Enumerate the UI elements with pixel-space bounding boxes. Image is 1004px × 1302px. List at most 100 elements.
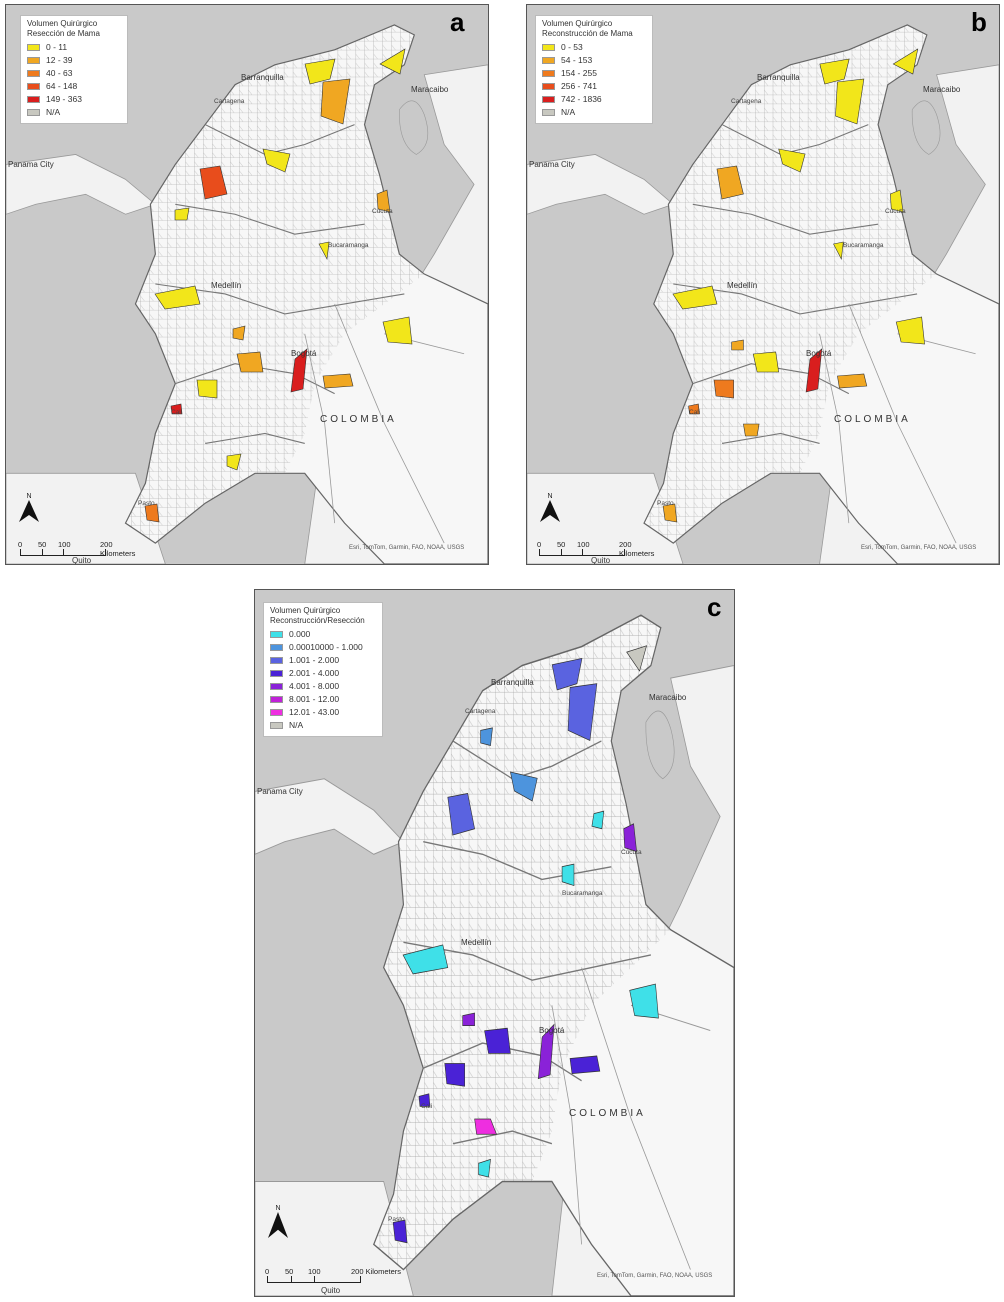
legend-item: 54 - 153 bbox=[542, 54, 646, 67]
label-bucaramanga: Bucaramanga bbox=[843, 242, 884, 249]
map-panel-b: Volumen Quirúrgico Reconstrucción de Mam… bbox=[526, 4, 1000, 565]
legend-label: 154 - 255 bbox=[561, 68, 597, 78]
legend-swatch bbox=[542, 44, 555, 51]
legend-label: 0 - 11 bbox=[46, 42, 68, 52]
label-quito: Quito bbox=[72, 556, 92, 565]
north-arrow-icon bbox=[19, 500, 39, 522]
legend-item: 154 - 255 bbox=[542, 67, 646, 80]
label-pasto: Pasto bbox=[388, 1216, 405, 1223]
label-barranquilla: Barranquilla bbox=[491, 678, 534, 687]
label-maracaibo: Maracaibo bbox=[923, 85, 961, 94]
label-bogota: Bogotá bbox=[291, 349, 317, 358]
legend: Volumen Quirúrgico Reconstrucción/Resecc… bbox=[263, 602, 383, 737]
label-maracaibo: Maracaibo bbox=[649, 693, 687, 702]
legend-swatch bbox=[270, 709, 283, 716]
legend-label: N/A bbox=[46, 107, 61, 117]
label-cartagena: Cartagena bbox=[214, 98, 245, 105]
label-bogota: Bogotá bbox=[806, 349, 832, 358]
legend-rows: 0 - 53 54 - 153 154 - 255 256 - 741 742 - 18… bbox=[542, 41, 646, 119]
legend-label: 0.00010000 - 1.000 bbox=[289, 642, 363, 652]
legend-label: 256 - 741 bbox=[561, 81, 597, 91]
scale-tick-200: 200 Kilometers bbox=[619, 540, 655, 558]
panel-letter: c bbox=[707, 592, 722, 622]
scale-tick-0: 0 bbox=[18, 540, 23, 549]
scale-tick-50: 50 bbox=[38, 540, 47, 549]
legend-label: N/A bbox=[289, 720, 304, 730]
legend-item: 742 - 1836 bbox=[542, 93, 646, 106]
legend-rows: 0.000 0.00010000 - 1.000 1.001 - 2.000 2.00… bbox=[270, 628, 376, 732]
legend-label: 149 - 363 bbox=[46, 94, 82, 104]
scale-bar-line bbox=[267, 1276, 361, 1283]
legend-label: 2.001 - 4.000 bbox=[289, 668, 340, 678]
legend-swatch bbox=[270, 722, 283, 729]
label-cucuta: Cúcuta bbox=[885, 208, 906, 215]
label-cartagena: Cartagena bbox=[731, 98, 762, 105]
legend-rows: 0 - 11 12 - 39 40 - 63 64 - 148 149 - 363 N/A bbox=[27, 41, 121, 119]
attribution: Esri, TomTom, Garmin, FAO, NOAA, USGS bbox=[349, 545, 465, 551]
scale-tick-200: 200 Kilometers bbox=[100, 540, 136, 558]
legend-label: 40 - 63 bbox=[46, 68, 73, 78]
panel-letter: b bbox=[971, 7, 987, 37]
legend-swatch bbox=[542, 109, 555, 116]
legend-item: 256 - 741 bbox=[542, 80, 646, 93]
label-panama-city: Panama City bbox=[8, 160, 54, 169]
scale-tick-0: 0 bbox=[265, 1267, 270, 1276]
legend-swatch bbox=[542, 57, 555, 64]
legend-label: 4.001 - 8.000 bbox=[289, 681, 340, 691]
label-bucaramanga: Bucaramanga bbox=[328, 242, 369, 249]
north-arrow-icon bbox=[268, 1212, 288, 1238]
scale-labels: 0 50 100 200 Kilometers bbox=[537, 540, 669, 558]
label-country: COLOMBIA bbox=[320, 414, 397, 425]
legend-swatch bbox=[27, 109, 40, 116]
scale-bar-line bbox=[539, 549, 625, 556]
legend-swatch bbox=[270, 631, 283, 638]
label-bogota: Bogotá bbox=[539, 1026, 565, 1035]
north-arrow: N bbox=[539, 493, 561, 524]
legend-item: 1.001 - 2.000 bbox=[270, 654, 376, 667]
label-medellin: Medellín bbox=[727, 281, 758, 290]
legend-subtitle: Reconstrucción de Mama bbox=[542, 29, 633, 38]
label-cucuta: Cúcuta bbox=[372, 208, 393, 215]
legend-title: Volumen Quirúrgico bbox=[542, 19, 613, 28]
legend-swatch bbox=[542, 96, 555, 103]
label-country: COLOMBIA bbox=[834, 414, 911, 425]
legend-item: 12.01 - 43.00 bbox=[270, 706, 376, 719]
legend-swatch bbox=[270, 657, 283, 664]
legend-item: 64 - 148 bbox=[27, 80, 121, 93]
legend-subtitle: Resección de Mama bbox=[27, 29, 100, 38]
scale-bar-line bbox=[20, 549, 106, 556]
map-panel-a: Volumen Quirúrgico Resección de Mama 0 -… bbox=[5, 4, 489, 565]
scale-bar: 0 50 100 200 Kilometers bbox=[537, 540, 669, 558]
label-barranquilla: Barranquilla bbox=[757, 73, 800, 82]
label-cali: Cali bbox=[171, 409, 183, 416]
scale-tick-0: 0 bbox=[537, 540, 542, 549]
label-cali: Cali bbox=[689, 409, 701, 416]
label-medellin: Medellín bbox=[211, 281, 242, 290]
label-pasto: Pasto bbox=[138, 500, 155, 507]
legend-item: 0.00010000 - 1.000 bbox=[270, 641, 376, 654]
legend-title: Volumen Quirúrgico bbox=[270, 606, 341, 615]
attribution: Esri, TomTom, Garmin, FAO, NOAA, USGS bbox=[861, 545, 977, 551]
scale-tick-50: 50 bbox=[285, 1267, 294, 1276]
attribution: Esri, TomTom, Garmin, FAO, NOAA, USGS bbox=[597, 1273, 713, 1279]
legend-swatch bbox=[270, 683, 283, 690]
label-cali: Cali bbox=[421, 1103, 433, 1110]
legend-item: 8.001 - 12.00 bbox=[270, 693, 376, 706]
legend-item: 0 - 11 bbox=[27, 41, 121, 54]
legend-item: 2.001 - 4.000 bbox=[270, 667, 376, 680]
scale-tick-100: 100 bbox=[577, 540, 590, 549]
north-label: N bbox=[547, 493, 553, 500]
legend-item: 0 - 53 bbox=[542, 41, 646, 54]
scale-labels: 0 50 100 200 Kilometers bbox=[265, 1267, 417, 1276]
legend-label: N/A bbox=[561, 107, 576, 117]
map-panel-c: Volumen Quirúrgico Reconstrucción/Resecc… bbox=[254, 589, 735, 1297]
legend-swatch bbox=[270, 670, 283, 677]
label-maracaibo: Maracaibo bbox=[411, 85, 449, 94]
legend-swatch bbox=[542, 83, 555, 90]
legend-item: 4.001 - 8.000 bbox=[270, 680, 376, 693]
label-panama-city: Panama City bbox=[257, 787, 303, 796]
north-label: N bbox=[26, 493, 32, 500]
scale-labels: 0 50 100 200 Kilometers bbox=[18, 540, 150, 558]
legend-swatch bbox=[27, 96, 40, 103]
label-pasto: Pasto bbox=[657, 500, 674, 507]
